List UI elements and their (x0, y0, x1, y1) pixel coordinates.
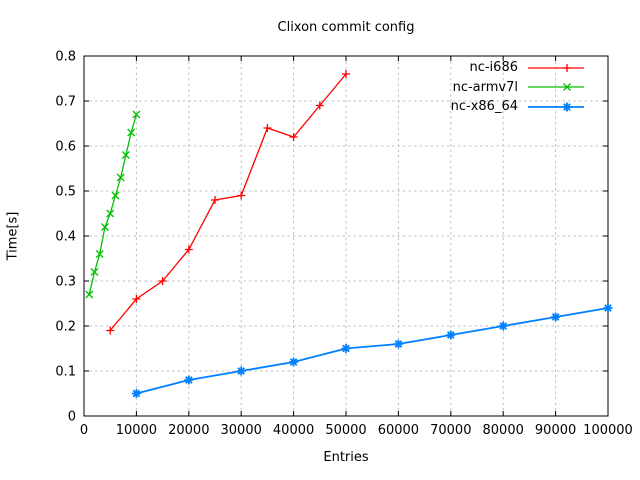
svg-text:0.3: 0.3 (55, 275, 76, 290)
x-axis-title: Entries (323, 450, 369, 465)
svg-text:0.2: 0.2 (55, 320, 76, 335)
svg-text:0.6: 0.6 (55, 140, 76, 155)
svg-text:0: 0 (80, 423, 88, 438)
legend-label: nc-armv7l (452, 79, 518, 95)
svg-text:70000: 70000 (430, 423, 471, 438)
legend-line-sample (528, 63, 584, 72)
svg-text:0.1: 0.1 (55, 365, 76, 380)
legend-line-sample (528, 102, 584, 112)
chart-title: Clixon commit config (277, 20, 415, 35)
legend-entry: nc-i686 (451, 58, 584, 78)
svg-text:60000: 60000 (378, 423, 419, 438)
svg-text:0.7: 0.7 (55, 95, 76, 110)
svg-text:100000: 100000 (583, 423, 633, 438)
svg-text:0.4: 0.4 (55, 230, 76, 245)
svg-text:20000: 20000 (168, 423, 209, 438)
svg-text:30000: 30000 (221, 423, 262, 438)
svg-text:0.5: 0.5 (55, 185, 76, 200)
legend-entry: nc-armv7l (451, 78, 584, 98)
svg-text:10000: 10000 (116, 423, 157, 438)
legend-label: nc-x86_64 (450, 99, 518, 115)
legend-label: nc-i686 (469, 60, 518, 76)
svg-text:0.8: 0.8 (55, 50, 76, 65)
svg-text:90000: 90000 (535, 423, 576, 438)
legend-line-sample (528, 83, 584, 92)
svg-text:50000: 50000 (325, 423, 366, 438)
svg-text:40000: 40000 (273, 423, 314, 438)
legend-entry: nc-x86_64 (451, 97, 584, 117)
svg-text:80000: 80000 (483, 423, 524, 438)
svg-text:0: 0 (68, 410, 76, 425)
legend: nc-i686 nc-armv7l nc-x86_64 (451, 58, 584, 117)
